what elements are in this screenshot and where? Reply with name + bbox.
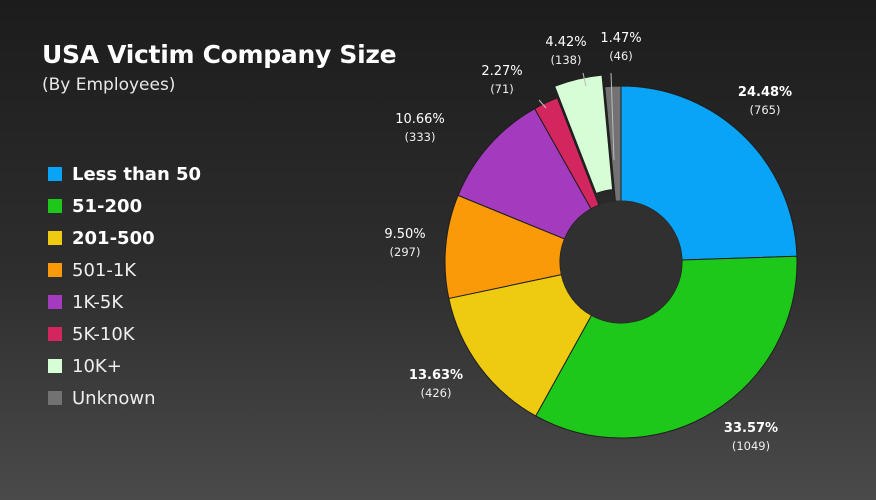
- chart-title: USA Victim Company Size: [42, 40, 397, 69]
- legend-item-1k-5k: 1K-5K: [48, 286, 201, 318]
- count-label-201-500: (426): [421, 386, 452, 400]
- chart-legend: Less than 50 51-200 201-500 501-1K 1K-5K…: [48, 158, 201, 414]
- legend-swatch-51-200: [48, 199, 62, 213]
- legend-swatch-501-1k: [48, 263, 62, 277]
- legend-label-51-200: 51-200: [72, 195, 143, 217]
- leader-line-2: [610, 72, 615, 161]
- leader-line-0: [538, 99, 547, 109]
- legend-label-5k-10k: 5K-10K: [72, 323, 135, 345]
- chart-subtitle: (By Employees): [42, 75, 176, 95]
- legend-label-201-500: 201-500: [72, 227, 155, 249]
- percent-label-5k-10k: 2.27%: [481, 64, 522, 79]
- legend-item-10k-plus: 10K+: [48, 350, 201, 382]
- percent-label-51-200: 33.57%: [724, 421, 778, 436]
- legend-swatch-unknown: [48, 391, 62, 405]
- count-label-unknown: (46): [609, 49, 633, 63]
- percent-label-501-1k: 9.50%: [384, 227, 425, 242]
- count-label-5k-10k: (71): [490, 82, 514, 96]
- legend-label-unknown: Unknown: [72, 387, 156, 409]
- count-label-1k-5k: (333): [405, 130, 436, 144]
- percent-label-1k-5k: 10.66%: [395, 112, 445, 127]
- legend-swatch-1k-5k: [48, 295, 62, 309]
- percent-label-unknown: 1.47%: [600, 31, 641, 46]
- count-label-less-than-50: (765): [750, 103, 781, 117]
- legend-item-501-1k: 501-1K: [48, 254, 201, 286]
- legend-label-1k-5k: 1K-5K: [72, 291, 124, 313]
- slice-10k-plus: [553, 74, 614, 195]
- legend-label-10k-plus: 10K+: [72, 355, 122, 377]
- legend-swatch-10k-plus: [48, 359, 62, 373]
- leader-line-1: [582, 72, 587, 87]
- legend-swatch-less-than-50: [48, 167, 62, 181]
- count-label-501-1k: (297): [390, 245, 421, 259]
- count-label-10k-plus: (138): [551, 53, 582, 67]
- donut-hole: [560, 201, 682, 323]
- legend-item-201-500: 201-500: [48, 222, 201, 254]
- legend-swatch-5k-10k: [48, 327, 62, 341]
- count-label-51-200: (1049): [732, 439, 770, 453]
- legend-swatch-201-500: [48, 231, 62, 245]
- legend-label-less-than-50: Less than 50: [72, 163, 202, 185]
- legend-item-51-200: 51-200: [48, 190, 201, 222]
- percent-label-201-500: 13.63%: [409, 368, 463, 383]
- legend-item-unknown: Unknown: [48, 382, 201, 414]
- legend-item-5k-10k: 5K-10K: [48, 318, 201, 350]
- legend-item-less-than-50: Less than 50: [48, 158, 201, 190]
- legend-label-501-1k: 501-1K: [72, 259, 137, 281]
- percent-label-10k-plus: 4.42%: [545, 35, 586, 50]
- percent-label-less-than-50: 24.48%: [738, 85, 792, 100]
